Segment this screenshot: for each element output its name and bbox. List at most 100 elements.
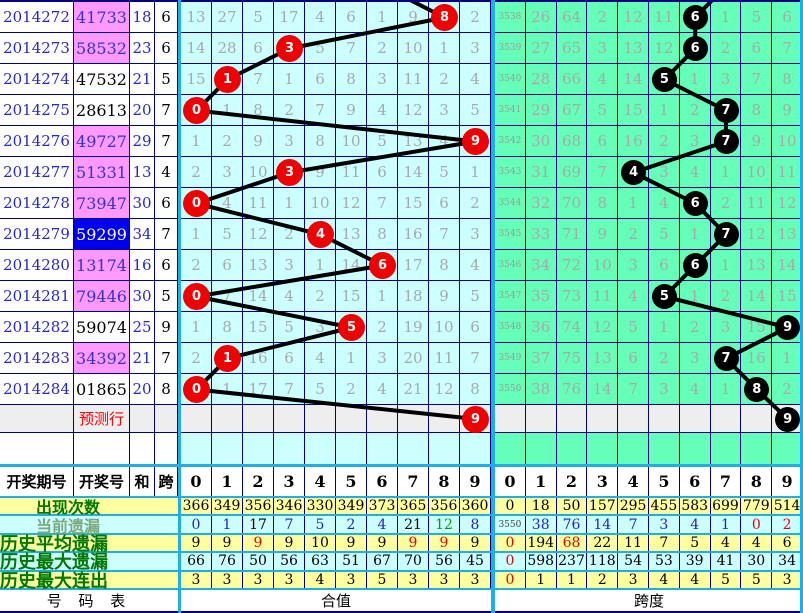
omission-cell: 38	[526, 374, 557, 404]
vdivider-right	[800, 0, 803, 613]
omission-cell: 14	[398, 157, 429, 187]
sum-cell: 34	[130, 219, 155, 249]
omission-cell: 3	[460, 219, 491, 249]
omission-cell: 16	[398, 219, 429, 249]
trend-ball-0: 0	[183, 97, 210, 124]
omission-cell: 5	[305, 374, 336, 404]
chart-row: 3539 27 65 3 13 12 2 6 7	[495, 33, 803, 64]
omission-cell: 2	[618, 219, 649, 249]
stats-value: 67	[367, 553, 398, 570]
cell	[680, 405, 711, 432]
omission-cell: 31	[526, 157, 557, 187]
omission-cell: 15	[181, 64, 212, 94]
trend-ball-8: 8	[431, 4, 458, 31]
omission-cell: 18	[398, 281, 429, 311]
stats-value: 34	[772, 553, 803, 570]
omission-cell: 3538	[495, 2, 526, 32]
omission-cell: 4	[212, 188, 243, 218]
omission-cell	[680, 2, 711, 32]
digit-header: 6	[680, 467, 711, 496]
trend-polyline	[631, 0, 790, 421]
omission-cell: 10	[587, 250, 619, 280]
omission-cell	[711, 343, 742, 373]
omission-cell: 1	[460, 157, 491, 187]
omission-cell: 5	[243, 2, 274, 32]
cell	[649, 433, 680, 464]
omission-cell: 2	[367, 33, 398, 63]
span-cell: 5	[155, 281, 178, 311]
omission-cell: 12	[243, 219, 274, 249]
omission-cell	[429, 2, 460, 32]
chart-row: 2 6 13 3 1 14 17 8 4	[181, 250, 491, 281]
omission-cell	[618, 157, 649, 187]
omission-cell: 8	[460, 374, 491, 404]
omission-cell: 72	[557, 250, 588, 280]
chart-row: 3549 37 75 13 6 2 3 16 1	[495, 343, 803, 374]
chart-row: 3543 31 69 7 3 4 1 10 11	[495, 157, 803, 188]
period-cell: 2014274	[0, 64, 74, 94]
omission-cell: 2	[305, 281, 336, 311]
stats-value: 4	[711, 534, 742, 552]
omission-cell: 3	[212, 157, 243, 187]
stats-value: 194	[526, 534, 557, 552]
omission-cell: 7	[274, 374, 305, 404]
empty-row	[181, 433, 491, 464]
omission-cell: 3549	[495, 343, 526, 373]
table-row: 2014281 79446 30 5	[0, 281, 178, 312]
stats-value: 4	[305, 571, 336, 588]
stats-value: 76	[557, 516, 588, 533]
omission-cell: 6	[587, 126, 619, 156]
omission-cell: 4	[680, 374, 711, 404]
chart-row: 3546 34 72 10 3 6 1 13 14	[495, 250, 803, 281]
trend-ball-5: 5	[338, 314, 365, 341]
cell	[367, 405, 398, 432]
omission-cell: 12	[618, 2, 649, 32]
stats-value: 17	[243, 516, 274, 533]
prediction-label: 预测行	[74, 405, 130, 432]
omission-cell: 5	[460, 281, 491, 311]
draw-number-cell: 59074	[74, 312, 130, 342]
digit-header: 8	[429, 467, 460, 496]
omission-cell: 1	[429, 33, 460, 63]
omission-cell: 13	[618, 33, 649, 63]
stats-value: 3550	[495, 516, 526, 533]
omission-cell: 11	[587, 281, 619, 311]
prediction-row	[181, 405, 491, 433]
stats-value: 8	[460, 516, 491, 533]
stats-value: 346	[274, 498, 305, 515]
stats-label-appear: 出现次数	[0, 498, 178, 517]
span-cell: 9	[155, 312, 178, 342]
stats-value: 1	[526, 571, 557, 588]
digit-header: 2	[557, 467, 588, 496]
trend-ball-4: 4	[307, 221, 334, 248]
span-cell: 6	[155, 250, 178, 280]
trend-ball-3: 3	[276, 159, 303, 186]
omission-cell: 1	[305, 250, 336, 280]
stats-value: 3	[243, 571, 274, 588]
omission-cell: 8	[305, 126, 336, 156]
sum-cell: 30	[130, 188, 155, 218]
span-cell: 7	[155, 219, 178, 249]
period-cell	[0, 405, 74, 432]
stats-value: 3	[398, 571, 429, 588]
omission-cell: 1	[367, 281, 398, 311]
stats-value: 3	[649, 516, 680, 533]
omission-cell: 19	[398, 312, 429, 342]
chart-row: 3544 32 70 8 1 4 2 11 12	[495, 188, 803, 219]
omission-cell: 2	[181, 157, 212, 187]
omission-cell: 3548	[495, 312, 526, 342]
omission-cell: 7	[212, 281, 243, 311]
omission-cell: 1	[212, 95, 243, 125]
omission-cell: 3	[711, 312, 742, 342]
omission-cell: 7	[741, 64, 773, 94]
draw-number-cell: 58532	[74, 33, 130, 63]
table-row: 2014273 58532 23 6	[0, 33, 178, 64]
stats-value: 53	[649, 553, 680, 570]
span-cell: 7	[155, 343, 178, 373]
omission-cell: 11	[398, 64, 429, 94]
omission-cell: 3	[305, 312, 336, 342]
stats-value: 9	[367, 534, 398, 552]
omission-cell: 3	[649, 157, 680, 187]
omission-cell: 1	[711, 250, 742, 280]
